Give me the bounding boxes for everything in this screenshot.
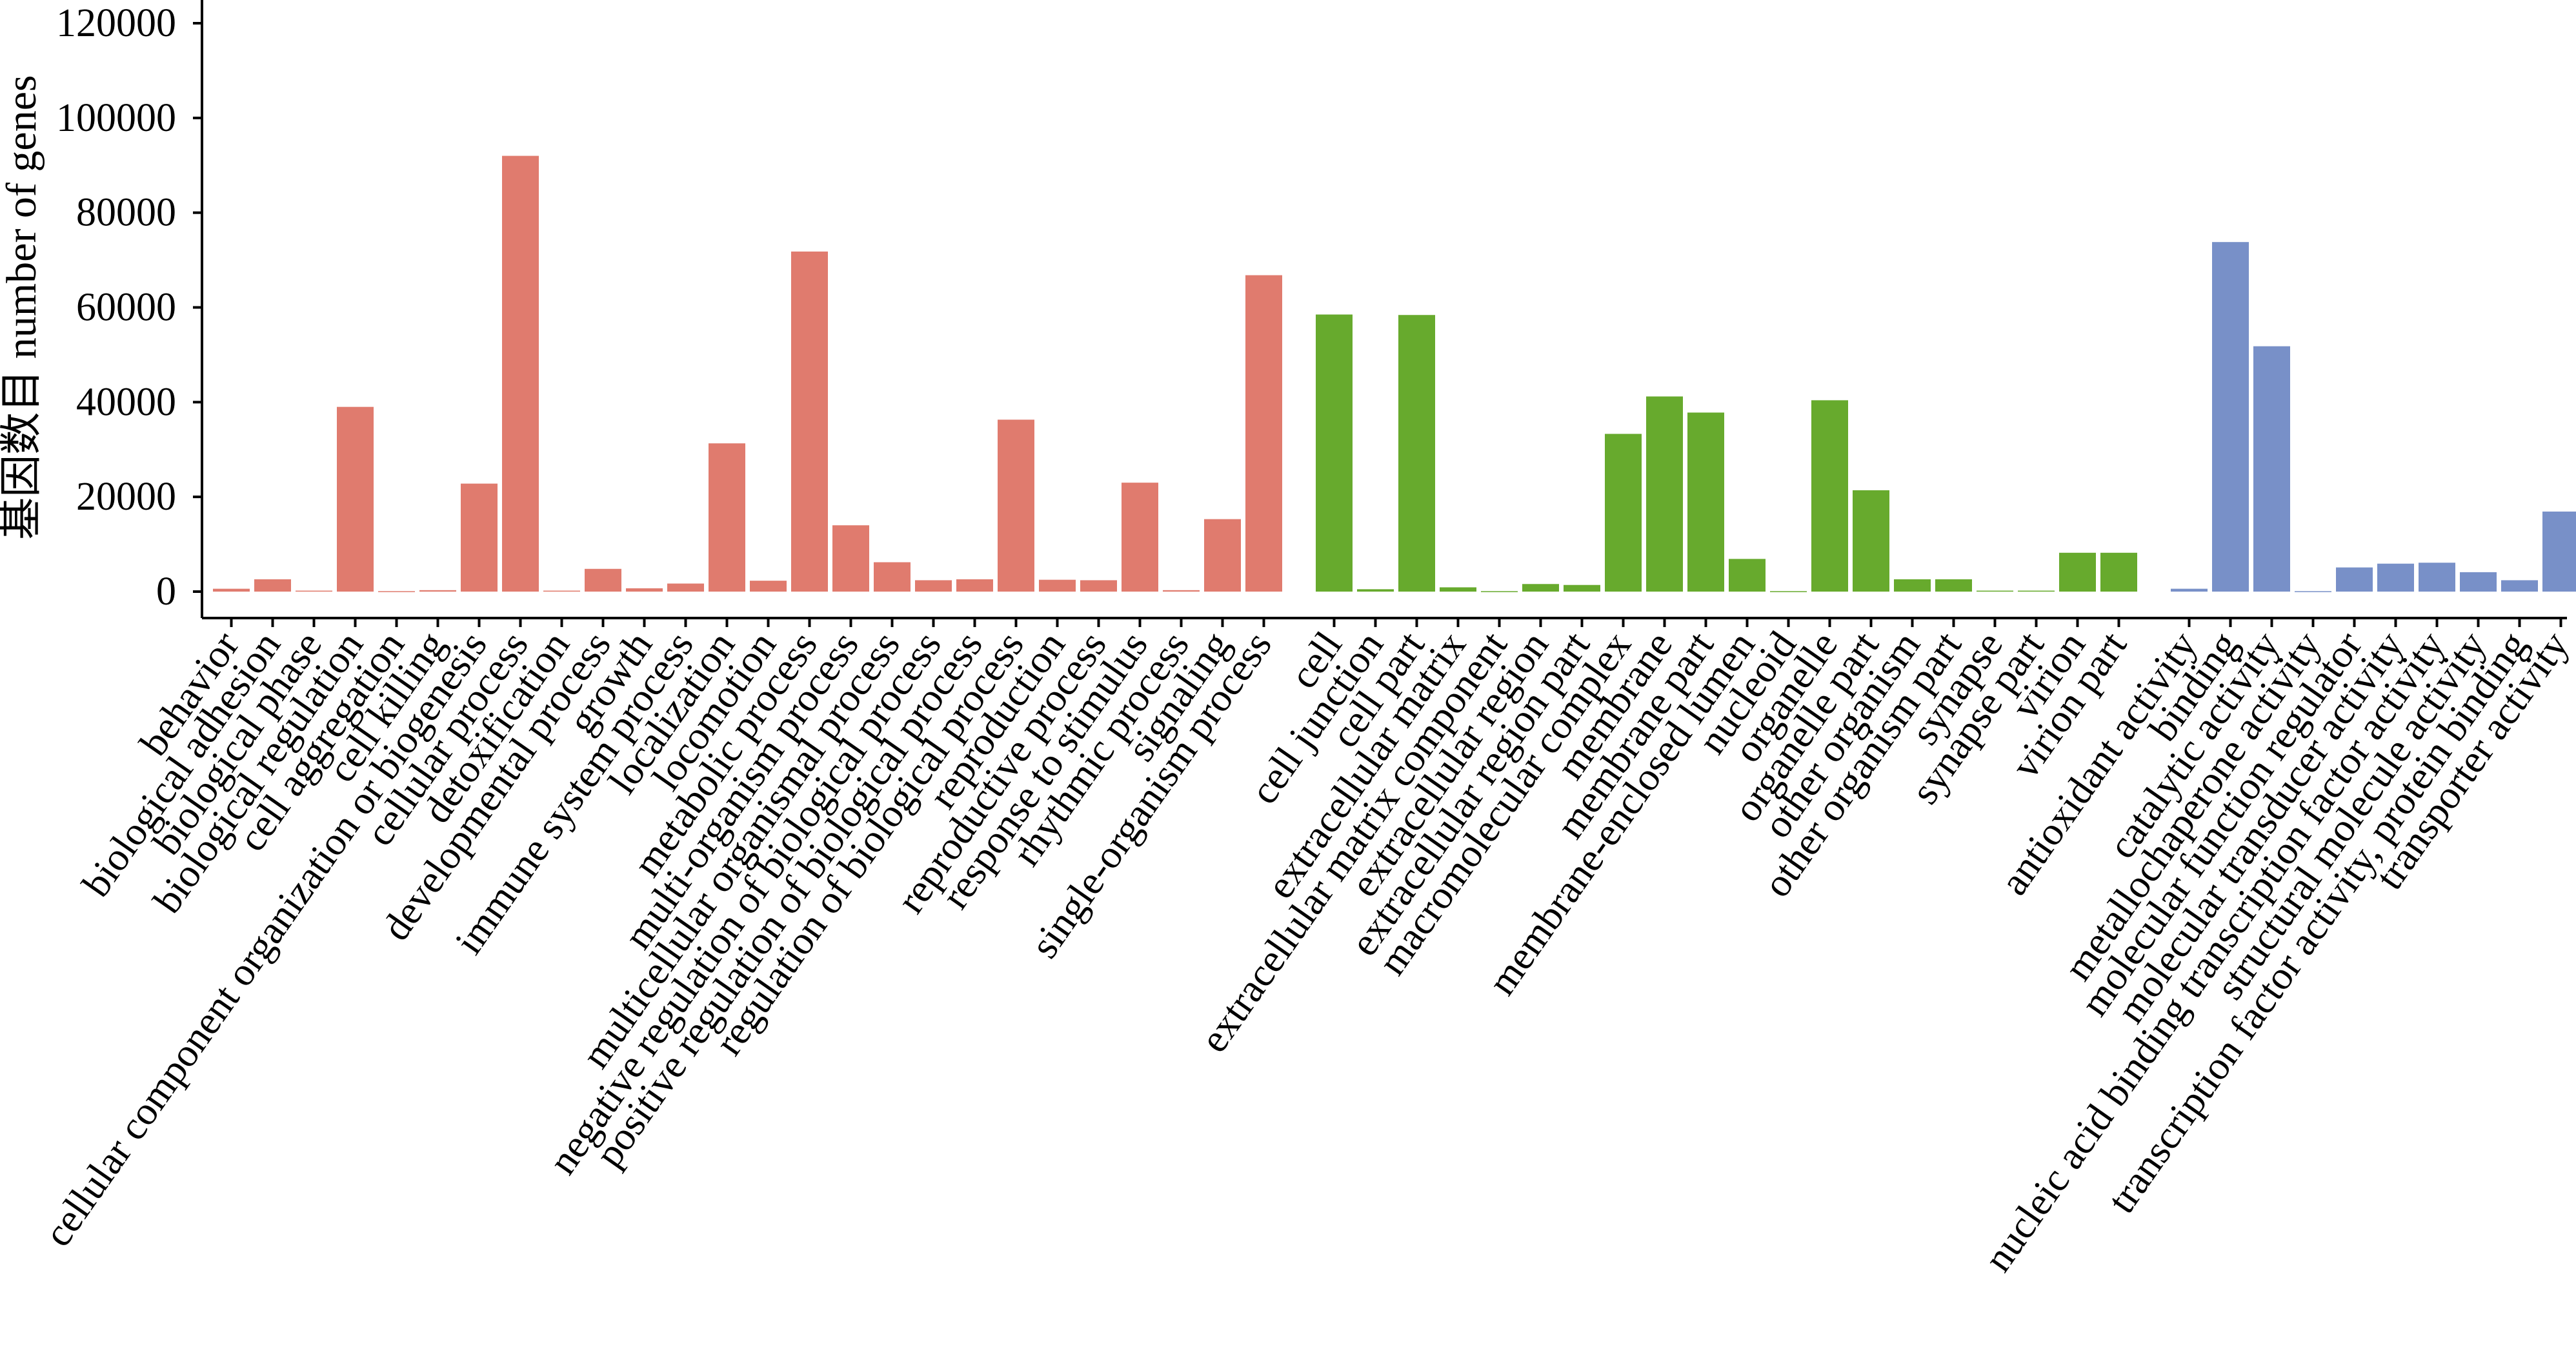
bar-locomotion (750, 581, 787, 592)
bar-single-organism-process (1245, 275, 1282, 592)
bar-signaling (1204, 519, 1241, 592)
bar-multicellular-organismal-process (874, 562, 911, 592)
bar-biological-adhesion (254, 579, 291, 592)
bar-other-organism (1894, 579, 1931, 592)
y-tick-label: 20000 (76, 475, 176, 519)
bar-virion-part (2100, 552, 2137, 592)
bar-nucleoid (1770, 591, 1807, 592)
bar-cellular-component-organization-or-biogenesis (461, 483, 498, 592)
bar-behavior (213, 588, 250, 592)
bar-nucleic-acid-binding-transcription-factor-activity (2419, 563, 2455, 592)
bar-localization (709, 443, 745, 592)
bar-other-organism-part (1935, 579, 1972, 592)
bar-synapse-part (2018, 590, 2055, 592)
y-tick-label: 120000 (56, 1, 176, 45)
bar-multi-organism-process (832, 525, 869, 592)
axes-group (201, 0, 2567, 619)
bar-extracellular-region (1522, 584, 1559, 592)
bar-biological-phase (296, 590, 332, 592)
bar-catalytic-activity (2253, 346, 2290, 592)
bar-cell-aggregation (378, 591, 415, 592)
y-tick-label: 60000 (76, 286, 176, 330)
bar-developmental-process (585, 568, 621, 592)
bar-growth (626, 588, 663, 592)
bar-synapse (1977, 590, 2013, 592)
bar-metallochaperone-activity (2295, 591, 2331, 592)
bar-detoxification (543, 590, 580, 592)
bar-cellular-process (502, 155, 539, 592)
y-axis-title: 基因数目 number of genes (0, 75, 45, 539)
bar-membrane (1646, 396, 1683, 592)
bar-virion (2059, 552, 2096, 592)
bar-metabolic-process (791, 251, 828, 592)
bar-cell (1316, 314, 1353, 592)
bar-extracellular-matrix (1440, 587, 1476, 592)
bar-cell-junction (1357, 589, 1394, 592)
bar-transporter-activity (2542, 511, 2576, 592)
bar-membrane-part (1687, 412, 1724, 592)
bar-antioxidant-activity (2171, 588, 2208, 592)
bar-membrane-enclosed-lumen (1729, 559, 1766, 592)
bar-extracellular-region-part (1564, 585, 1600, 592)
bar-reproduction (1039, 579, 1076, 592)
y-tick-label: 40000 (76, 380, 176, 424)
bar-extracellular-matrix-component (1481, 591, 1518, 592)
bar-response-to-stimulus (1122, 483, 1158, 592)
bar-negative-regulation-of-biological-process (915, 580, 952, 592)
bar-reproductive-process (1080, 580, 1117, 592)
bar-cell-killing (419, 590, 456, 592)
bar-molecular-transducer-activity (2377, 563, 2414, 592)
bars-group (213, 155, 2576, 592)
bar-regulation-of-biological-process (998, 419, 1034, 592)
y-tick-label: 100000 (56, 96, 176, 140)
bar-organelle-part (1853, 490, 1889, 592)
bar-macromolecular-complex (1605, 434, 1642, 592)
bar-biological-regulation (337, 406, 374, 592)
bar-binding (2212, 242, 2249, 592)
y-tick-label: 80000 (76, 191, 176, 235)
bar-cell-part (1398, 315, 1435, 592)
bar-structural-molecule-activity (2460, 572, 2497, 592)
bar-transcription-factor-activity-protein-binding (2501, 580, 2538, 592)
y-tick-label: 0 (156, 570, 176, 614)
y-ticks-group: 0 20000 40000 60000 80000 100000 120000 (56, 1, 202, 614)
bar-molecular-function-regulator (2336, 567, 2373, 592)
bar-organelle (1811, 400, 1848, 592)
bar-immune-system-process (667, 583, 704, 592)
bar-positive-regulation-of-biological-process (956, 579, 993, 592)
bar-rhythmic-process (1163, 590, 1200, 592)
